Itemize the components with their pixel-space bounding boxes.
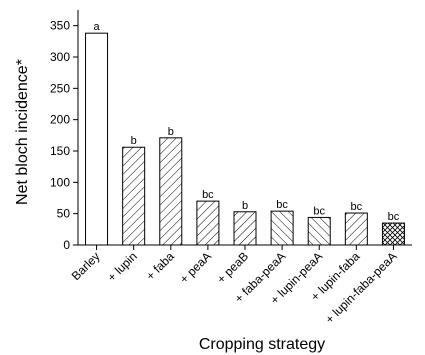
bar-4	[233, 211, 257, 246]
significance-label: b	[131, 135, 137, 147]
significance-label: b	[168, 126, 174, 138]
x-tick-label: Barley	[69, 249, 103, 283]
y-axis-title: Net bloch incidence*	[14, 59, 31, 205]
y-tick-label: 350	[50, 19, 70, 33]
significance-label: bc	[388, 211, 400, 223]
bar-7	[344, 212, 368, 246]
y-tick-label: 250	[50, 81, 70, 95]
bar-1	[122, 146, 146, 246]
y-tick-label: 50	[57, 207, 71, 221]
significance-label: bc	[202, 189, 214, 201]
significance-labels-group: a b b bc b bc bc bc bc	[93, 21, 399, 223]
x-tick-label: + faba	[143, 249, 177, 283]
significance-label: a	[93, 21, 100, 33]
x-tick-label: + peaA	[177, 249, 214, 286]
bar-6	[307, 216, 331, 246]
x-axis-title: Cropping strategy	[199, 336, 325, 353]
bar-3	[196, 200, 220, 246]
y-tick-label: 200	[50, 113, 70, 127]
y-ticks-group: 0 50 100 150 200 250 300 350	[50, 19, 78, 252]
significance-label: bc	[351, 201, 363, 213]
significance-label: bc	[313, 205, 325, 217]
bar-0	[85, 32, 109, 246]
bars-group	[85, 32, 405, 246]
x-ticks-group: Barley + lupin + faba + peaA + peaB+ faba-pe…	[69, 245, 400, 326]
bar-5	[270, 210, 294, 246]
x-tick-label: + lupin	[105, 249, 140, 284]
y-tick-label: 150	[50, 144, 70, 158]
bar-2	[159, 137, 183, 246]
bar-8	[381, 222, 405, 246]
significance-label: b	[242, 200, 248, 212]
x-tick-label: + lupin-faba-peaA	[322, 249, 399, 326]
y-tick-label: 0	[63, 238, 70, 252]
y-tick-label: 300	[50, 50, 70, 64]
y-tick-label: 100	[50, 175, 70, 189]
significance-label: bc	[276, 199, 288, 211]
